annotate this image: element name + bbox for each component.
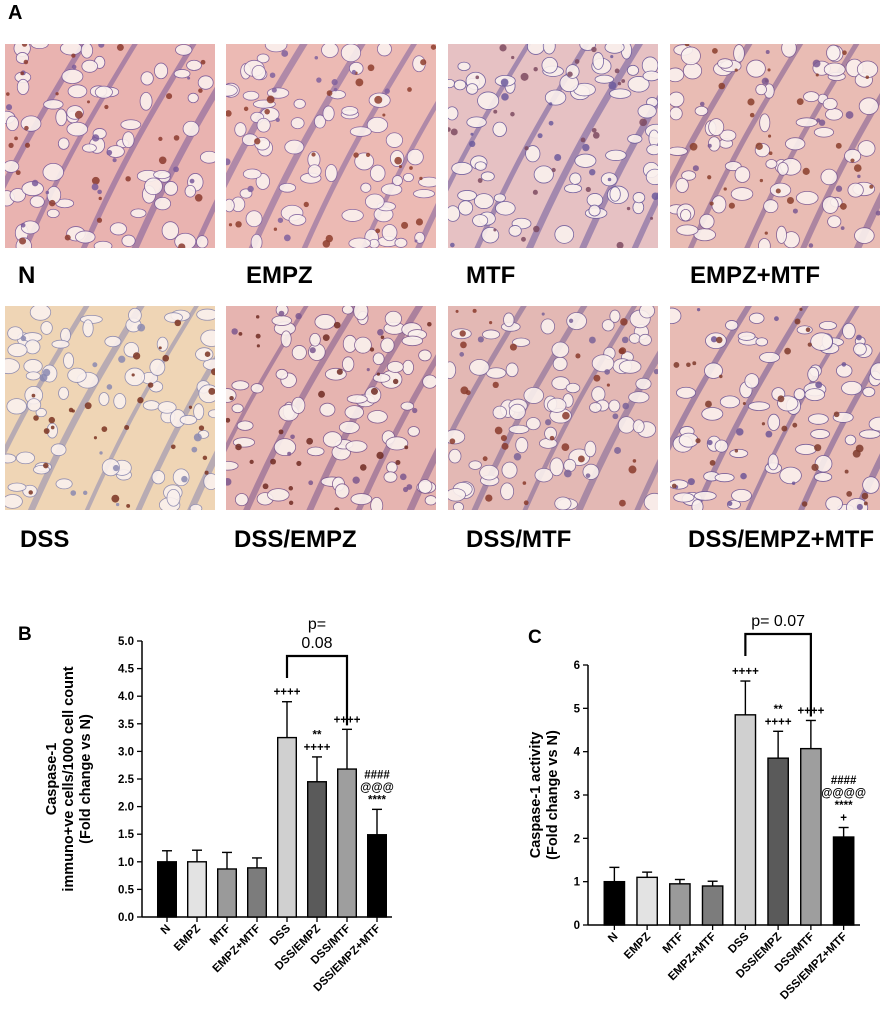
micrograph-label: MTF: [466, 262, 516, 289]
significance-marker: ++++: [732, 666, 759, 678]
bracket-p-value: p=: [308, 616, 326, 633]
significance-marker: ++++: [765, 716, 792, 728]
micrograph-dss-empz: [226, 306, 436, 510]
bar-dss: [277, 736, 298, 918]
x-tick-label: DSS: [268, 922, 293, 947]
x-tick-label: MTF: [661, 931, 686, 956]
panel-letter: B: [18, 624, 32, 645]
panel-letter: C: [528, 627, 542, 648]
micrograph-n: [5, 44, 215, 248]
bar-dss-empz: [767, 757, 789, 926]
bracket-p-value: 0.08: [301, 635, 332, 652]
micrograph-label: N: [18, 262, 36, 289]
x-tick-label: N: [159, 923, 173, 937]
bar-dss-empz-mtf: [367, 834, 388, 918]
bar-dss-empz-mtf: [832, 836, 855, 926]
chart-b: B Caspase-1 immuno+ve cells/1000 cell coun…: [18, 616, 394, 994]
y-tick-label: 4.0: [118, 691, 134, 703]
micrograph-label: DSS: [20, 526, 70, 553]
y-tick-label: 1.5: [118, 829, 135, 841]
x-tick-label: EMPZ: [622, 931, 653, 962]
micrograph-label: DSS/MTF: [466, 526, 572, 553]
significance-marker: **: [774, 704, 783, 716]
bar-mtf: [669, 883, 691, 926]
significance-marker: ++++: [274, 687, 301, 699]
comparison-bracket: [744, 632, 812, 717]
y-axis-label: Caspase-1: [44, 743, 60, 816]
y-tick-label: 2.0: [118, 802, 134, 814]
micrograph-dss: [5, 306, 215, 510]
bracket-p-value: p= 0.07: [751, 613, 805, 630]
bar-dss-empz: [307, 781, 328, 918]
micrograph-empz-mtf: [670, 44, 880, 248]
chart-c: C Caspase-1 activity (Fold change vs N) 0 1 2…: [528, 613, 866, 1002]
bar-empz: [636, 876, 658, 926]
significance-marker: ####: [831, 775, 857, 787]
bar-n: [603, 880, 626, 926]
bar-empz: [186, 861, 207, 918]
x-tick-label: EMPZ: [172, 923, 203, 954]
y-tick-label: 5.0: [118, 636, 134, 648]
significance-marker: @@@: [360, 782, 394, 794]
x-tick-label: DSS: [726, 930, 751, 955]
bar-dss-mtf: [800, 747, 822, 926]
significance-marker: ####: [364, 769, 390, 781]
micrograph-dss-mtf: [448, 306, 658, 510]
y-tick-label: 4: [574, 747, 581, 759]
y-tick-label: 5: [574, 703, 581, 715]
micrograph-label: DSS/EMPZ+MTF: [688, 526, 875, 553]
significance-marker: @@@@: [821, 788, 866, 800]
bar-dss-mtf: [337, 768, 358, 918]
significance-marker: ****: [368, 794, 386, 806]
micrograph-mtf: [448, 44, 658, 248]
y-tick-label: 3.5: [118, 719, 135, 731]
x-tick-label: N: [606, 931, 620, 945]
y-axis-label: (Fold change vs N): [545, 730, 561, 860]
y-axis-label: Caspase-1 activity: [528, 732, 544, 859]
significance-marker: ****: [835, 800, 853, 812]
significance-marker: +: [840, 813, 847, 825]
significance-marker: ++++: [304, 742, 331, 754]
micrograph-label: EMPZ: [246, 262, 313, 289]
x-tick-label: MTF: [208, 923, 233, 948]
bar-mtf: [216, 868, 237, 918]
y-tick-label: 4.5: [118, 664, 135, 676]
y-tick-label: 3.0: [118, 746, 134, 758]
y-tick-label: 6: [574, 660, 580, 672]
y-tick-label: 2: [574, 833, 580, 845]
y-axis-label: (Fold change vs N): [78, 714, 94, 844]
y-tick-label: 3: [574, 790, 580, 802]
bar-n: [156, 861, 177, 918]
bar-empz-mtf: [246, 867, 267, 918]
y-axis-label: immuno+ve cells/1000 cell count: [61, 666, 77, 891]
y-tick-label: 1.0: [118, 857, 134, 869]
panel-a-letter: A: [8, 2, 23, 24]
y-tick-label: 0: [574, 920, 580, 932]
y-tick-label: 1: [574, 877, 581, 889]
micrograph-label: EMPZ+MTF: [690, 262, 820, 289]
bar-empz-mtf: [701, 885, 724, 926]
significance-marker: **: [313, 729, 322, 741]
micrograph-empz: [226, 44, 436, 248]
bar-dss: [734, 714, 757, 926]
micrograph-dss-empz-mtf: [670, 306, 880, 510]
y-tick-label: 0.5: [118, 884, 135, 896]
comparison-bracket: [285, 654, 349, 726]
micrograph-label: DSS/EMPZ: [234, 526, 357, 553]
y-tick-label: 2.5: [118, 774, 135, 786]
y-tick-label: 0.0: [118, 912, 134, 924]
